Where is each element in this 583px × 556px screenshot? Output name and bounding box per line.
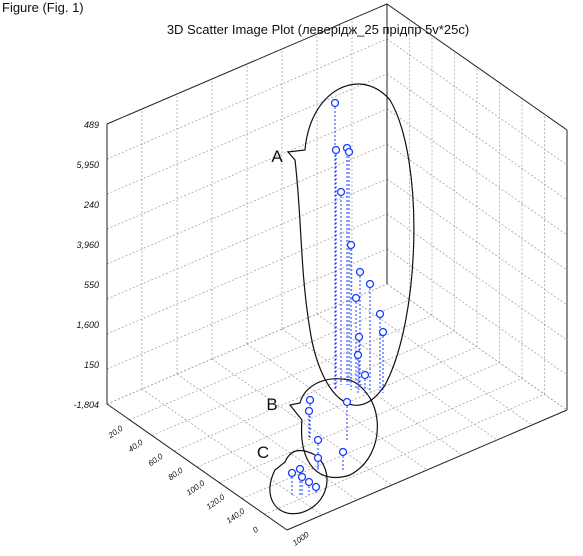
grid-line [174,330,455,452]
z-tick-label: 240 [83,200,99,210]
grid-line [386,248,568,376]
x-tick-label: 40,0 [127,437,145,454]
grid-line [351,298,533,426]
grid-line [264,393,545,515]
data-point [313,453,323,463]
axis-edge [106,403,288,531]
cluster-label: A [271,147,283,166]
data-point [365,279,375,289]
z-tick-label: 5,950 [76,160,99,170]
figure-caption: Figure (Fig. 1) [2,0,84,15]
x-tick-label: 20,0 [106,423,125,440]
data-point [331,145,341,155]
data-points [287,98,388,495]
data-point [375,309,385,319]
cluster-label: B [266,395,277,414]
x-tick-label: 100,0 [185,478,207,497]
z-tick-label: 3,960 [76,240,99,250]
grid-line [316,313,498,441]
data-point [295,464,305,474]
grid-line [281,328,463,456]
grid-line [241,378,523,499]
data-point [355,267,365,277]
data-point [311,482,321,492]
grid-line [386,108,568,236]
grid-line [246,343,428,471]
data-point [304,406,314,416]
data-point [346,240,356,250]
x-tick-label: 80,0 [167,465,185,482]
data-point [336,187,346,197]
grid-line [386,283,568,411]
cluster-outline [288,378,378,479]
z-tick-label: -1,804 [73,400,99,410]
data-point [351,293,361,303]
grid-line [141,388,323,516]
axis-edge [386,3,568,131]
z-tick-label: 1,600 [76,320,99,330]
x-tick-label: 0 [251,525,260,535]
grid-line [219,362,500,484]
z-tick-label: 550 [84,280,99,290]
data-point [342,397,352,407]
chart-title: 3D Scatter Image Plot (леверідж_25 прідп… [167,22,469,37]
grid-line [151,315,433,436]
cluster-outline [269,449,328,515]
data-point [330,98,340,108]
grid-line [106,73,388,195]
data-point [344,147,354,157]
cluster-outline [286,83,415,406]
grid-line [386,73,568,201]
z-tick-label: 150 [84,360,99,370]
data-point [354,332,364,342]
grid-line [129,299,410,421]
z-tick-label: 489 [84,120,99,130]
tick-labels: 489 5,950 240 3,960 550 1,600 150 -1,804 20,040,… [73,120,311,548]
cluster-outlines: A B C [257,83,415,515]
x-tick-label: 120,0 [205,492,227,511]
grid-line [106,108,388,230]
grid [106,3,568,531]
data-point [287,468,297,478]
data-point [378,327,388,337]
cluster-label: C [257,443,269,462]
grid-line [386,38,568,166]
data-point [305,395,315,405]
data-point [360,370,370,380]
axis-edge [106,3,388,125]
grid-line [106,38,388,160]
data-point [338,447,348,457]
axis-edge [286,409,568,531]
data-point [297,472,307,482]
y-tick-label: 1000 [291,530,311,548]
data-point [304,477,314,487]
axes [106,3,568,531]
x-tick-label: 60,0 [147,451,165,468]
data-point [313,435,323,445]
grid-line [106,248,388,370]
data-point [353,350,363,360]
x-tick-label: 140,0 [225,506,247,525]
